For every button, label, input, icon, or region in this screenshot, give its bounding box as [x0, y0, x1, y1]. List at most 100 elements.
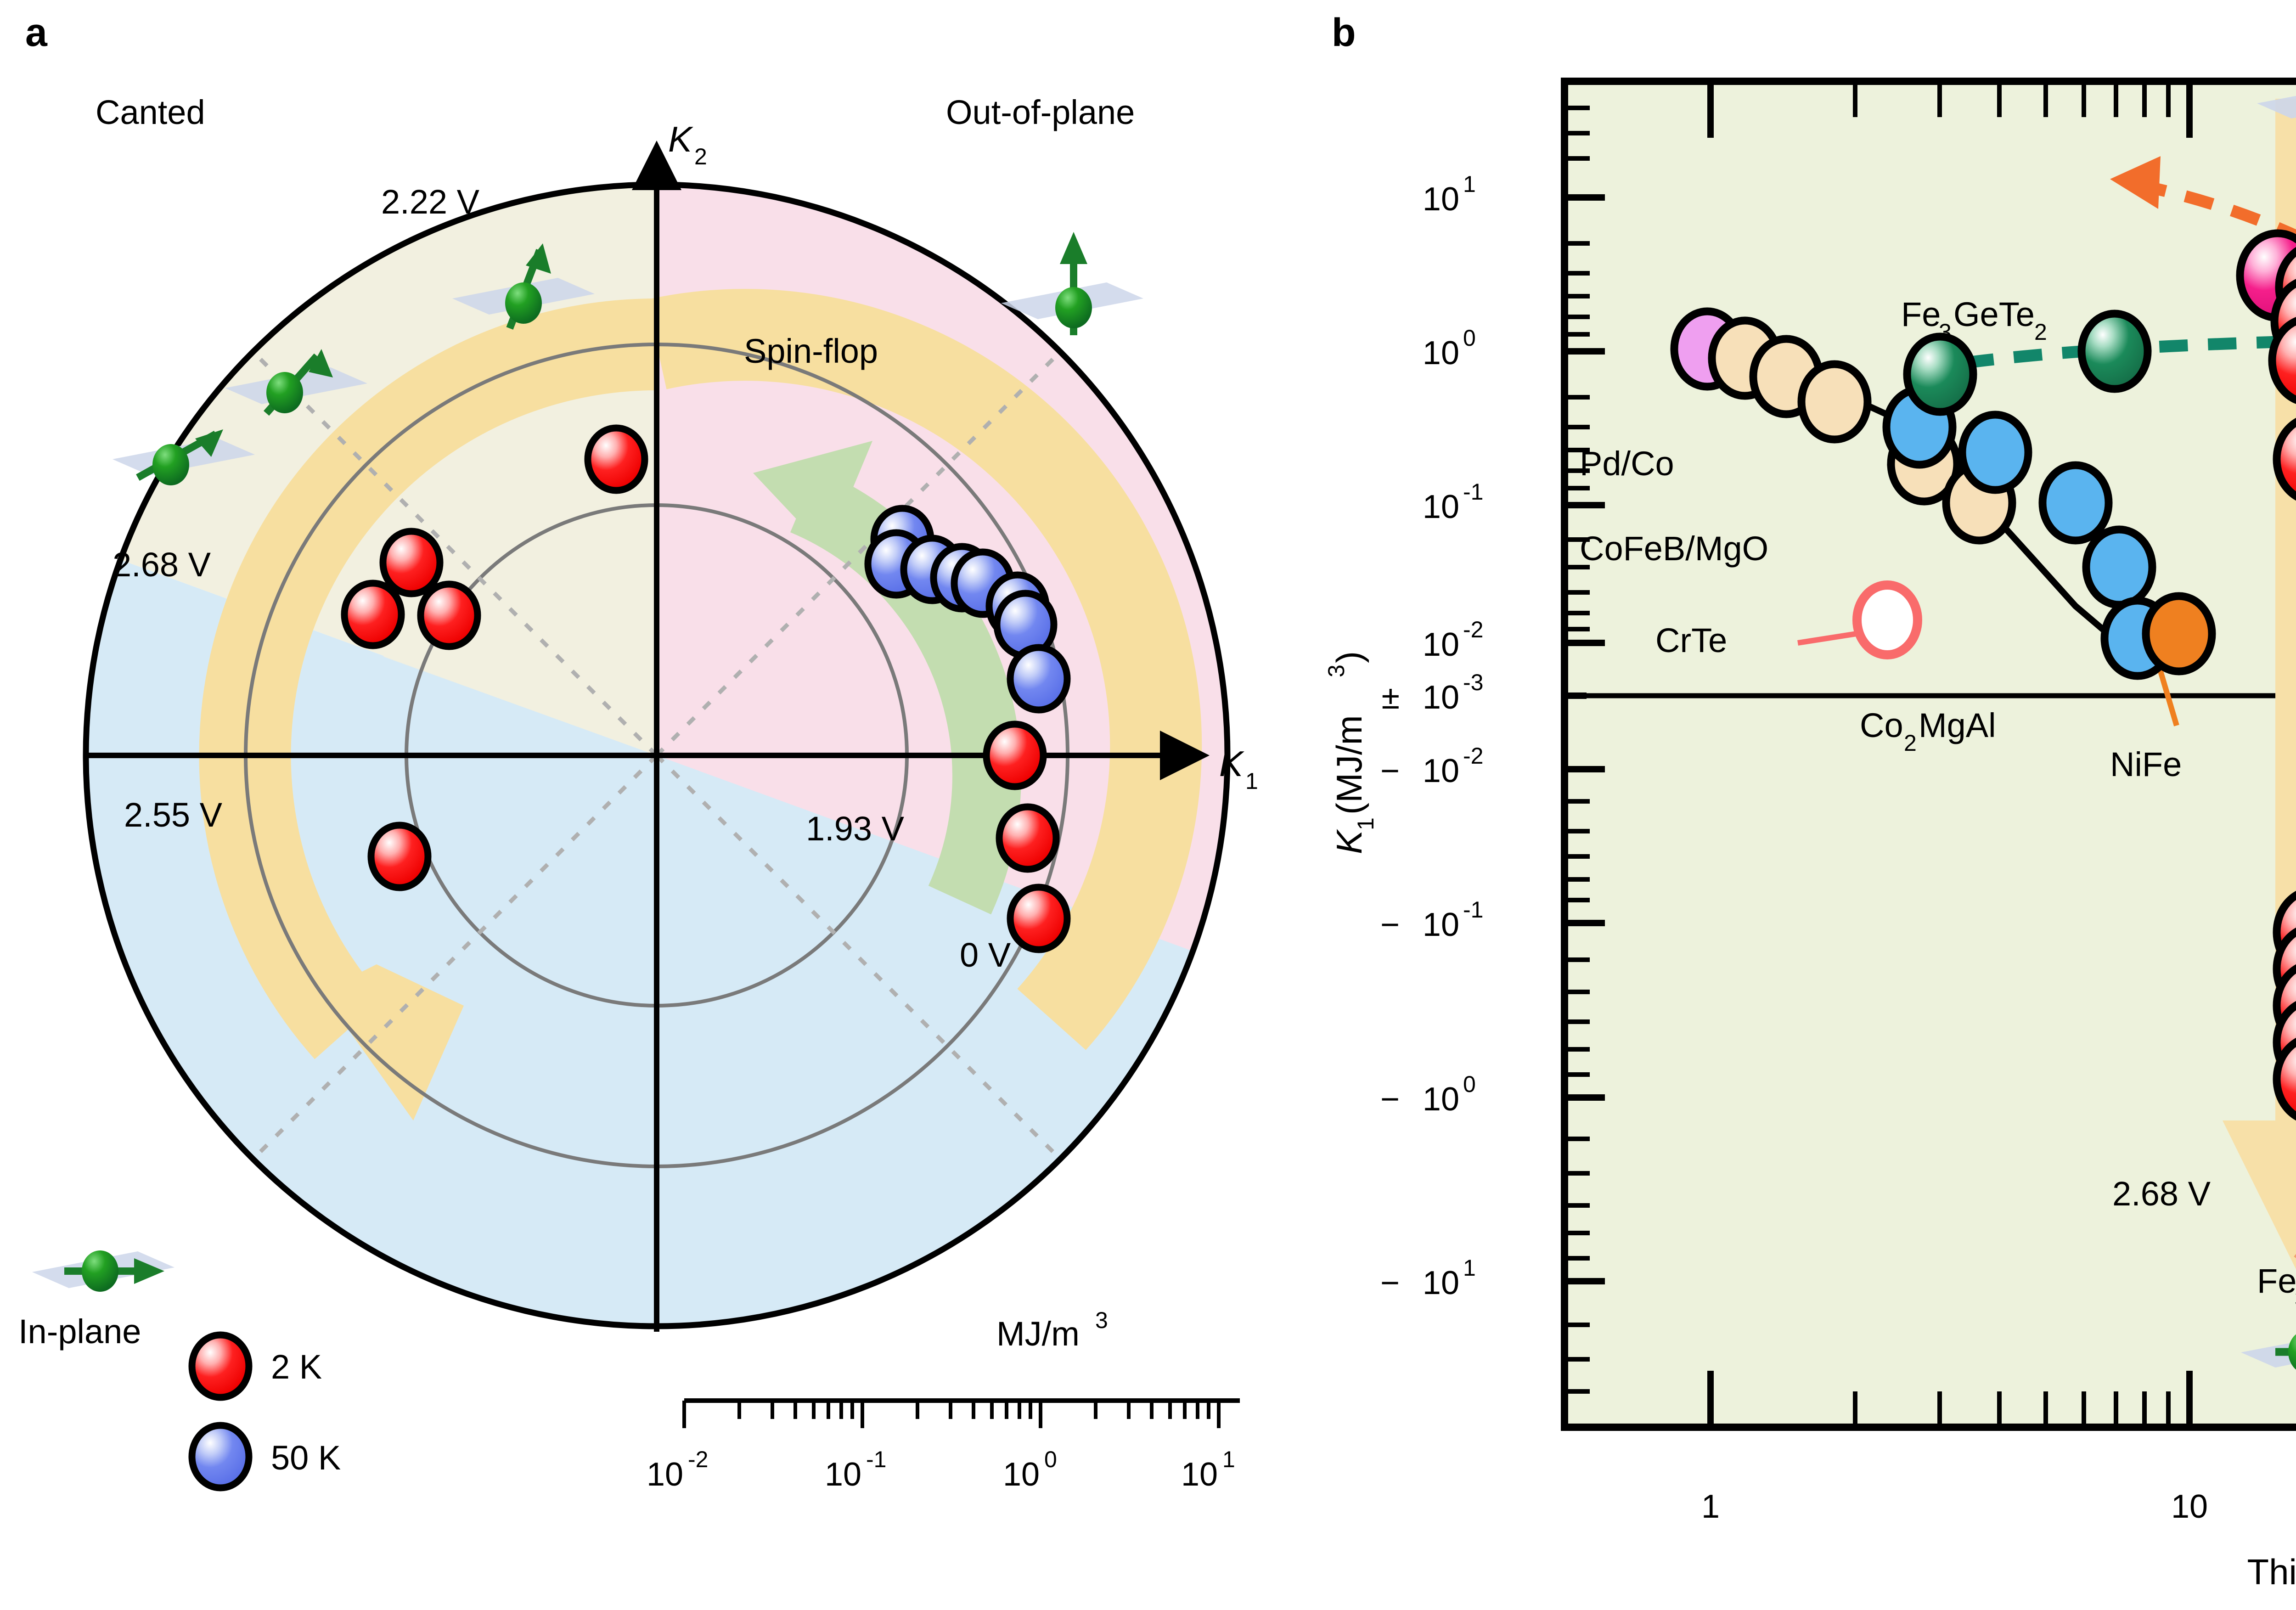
label-nife: NiFe — [2110, 745, 2182, 783]
marker-fe3gete2 — [2077, 310, 2152, 393]
scalebar-unit: MJ/m — [996, 1315, 1080, 1353]
panel-a: a — [18, 11, 1258, 1493]
data-point-2k — [379, 528, 444, 597]
label-pd-co: Pd/Co — [1580, 445, 1674, 483]
y-tick-prefix: − — [1380, 753, 1400, 789]
label-co2mgal: Co 2 MgAl — [1860, 706, 1996, 756]
x-tick-10: 10 — [2171, 1488, 2208, 1525]
k1-axis-label: K — [1219, 743, 1244, 784]
y-ticklabel-neg10e1: − 10 1 — [1380, 1255, 1476, 1301]
marker-co2mgal — [1958, 411, 2032, 494]
label-fe3gete2-sub3: 3 — [1939, 319, 1952, 345]
legend-label-2k: 2 K — [271, 1348, 322, 1386]
y-tick-mantissa: 10 — [1423, 335, 1459, 372]
y-ticklabel-10e-2: 10 -2 — [1423, 617, 1484, 663]
y-tick-prefix: ± — [1381, 679, 1400, 716]
y-ticklabel-neg10e-1: − 10 -1 — [1380, 897, 1484, 943]
legend-marker-50k — [188, 1422, 253, 1492]
label-268v-b: 2.68 V — [2112, 1175, 2211, 1213]
marker-fe5gete2-2k — [2273, 417, 2296, 501]
y-tick-mantissa: 10 — [1423, 906, 1459, 943]
temperature-arc-arrowhead — [753, 441, 872, 551]
sector-divider-315 — [655, 754, 1063, 1161]
data-point-2k — [417, 580, 481, 650]
k1-axis-label-sub: 1 — [1245, 768, 1258, 794]
scalebar-tick-2: 10 — [825, 1456, 861, 1493]
region-label-in-plane: In-plane — [18, 1312, 141, 1351]
marker-crte — [1852, 580, 1922, 659]
y-axis-title-unit: (MJ/m — [1329, 715, 1369, 815]
panel-b: b — [1323, 11, 2296, 1592]
y-tick-exponent: 1 — [1463, 1255, 1476, 1281]
svg-text:Co: Co — [1860, 706, 1903, 744]
marker-co2mgal — [2038, 461, 2113, 545]
x-axis-ticks — [1707, 81, 2193, 1427]
y-axis-title-sub: 1 — [1353, 817, 1379, 830]
voltage-sweep-arrowhead — [321, 964, 464, 1120]
y-tick-mantissa: 10 — [1423, 679, 1459, 716]
sector-canted-inner — [383, 465, 657, 755]
scalebar-ticklabels: 10 -2 10 -1 10 0 10 1 — [647, 1447, 1235, 1493]
region-label-canted: Canted — [96, 93, 205, 131]
y-tick-exponent: 0 — [1463, 1071, 1476, 1097]
spin-icon-in-plane-b — [2241, 1334, 2296, 1370]
y-tick-exponent: -1 — [1463, 479, 1483, 505]
spin-icon-in-plane — [32, 1250, 174, 1292]
panel-b-markers — [1670, 229, 2296, 1121]
svg-text:Fe: Fe — [2257, 1262, 2296, 1300]
legend-label-50k: 50 K — [271, 1439, 341, 1477]
y-tick-mantissa: 10 — [1423, 1081, 1459, 1118]
y-tick-prefix: − — [1380, 906, 1400, 943]
y-axis-title: K 1 (MJ/m 3 ) — [1323, 651, 1379, 854]
scalebar-tick-3-exp: 0 — [1044, 1447, 1057, 1472]
x-axis-ticklabels: 1 10 100 bulk — [1701, 1488, 2208, 1525]
panel-a-50k-markers — [864, 505, 1071, 714]
scalebar-unit-exponent: 3 — [1095, 1307, 1108, 1333]
y-tick-mantissa: 10 — [1423, 1265, 1459, 1301]
y-axis-title-k: K — [1329, 829, 1369, 854]
y-axis-ticklabels: 10 1 10 0 10 -1 10 -2 ± 10 -3 − 10 — [1380, 171, 1484, 1301]
marker-co2mgal — [2082, 525, 2156, 609]
y-ticklabel-10e-1: 10 -1 — [1423, 479, 1484, 525]
sector-divider-45 — [655, 349, 1063, 757]
scalebar-tick-3: 10 — [1003, 1456, 1040, 1493]
plot-frame — [1561, 78, 2296, 1431]
marker-nife — [2142, 592, 2216, 676]
region-label-spin-flop: Spin-flop — [744, 332, 878, 370]
y-axis-title-unit-close: ) — [1329, 651, 1369, 663]
region-label-out-of-plane: Out-of-plane — [946, 93, 1135, 131]
scalebar-tick-1: 10 — [647, 1456, 683, 1493]
marker-fe5gete2-2k-neg — [2273, 1037, 2296, 1121]
label-co2mgal-rest: MgAl — [1919, 706, 1996, 744]
data-point-2k — [341, 580, 405, 649]
label-fe3gete2: Fe 3 GeTe 2 — [1901, 295, 2047, 345]
marker-cofeb-mgo — [1797, 360, 1872, 444]
panel-a-2k-markers — [341, 424, 1071, 953]
data-point-50k — [1007, 644, 1071, 714]
panel-b-letter: b — [1332, 11, 1356, 55]
svg-text:Fe: Fe — [1901, 295, 1941, 333]
data-point-2k — [1007, 884, 1071, 953]
voltage-label-268: 2.68 V — [113, 546, 211, 584]
label-fe3gete2-sub2: 2 — [2034, 319, 2047, 345]
spin-icon-out-of-plane-b — [2257, 96, 2296, 118]
label-cofeb-mgo: CoFeB/MgO — [1580, 529, 1768, 568]
y-tick-mantissa: 10 — [1423, 181, 1459, 218]
legend-marker-2k — [188, 1331, 253, 1401]
label-fe3o4: Fe 3 O 4 — [2257, 1262, 2296, 1312]
y-tick-exponent: -1 — [1463, 897, 1483, 923]
y-ticklabel-pm10e-3: ± 10 -3 — [1381, 670, 1483, 716]
scalebar-tick-1-exp: -2 — [688, 1447, 708, 1472]
y-axis-title-unit-exp: 3 — [1323, 664, 1349, 677]
spin-icon-canted-3 — [452, 243, 595, 330]
scalebar-tick-4: 10 — [1181, 1456, 1218, 1493]
voltage-label-0v: 0 V — [960, 936, 1011, 974]
voltage-sweep-band — [647, 289, 1202, 1050]
y-tick-mantissa: 10 — [1423, 753, 1459, 789]
y-tick-exponent: -2 — [1463, 617, 1483, 642]
trend-arrow-head — [2110, 156, 2161, 209]
data-point-2k — [983, 721, 1047, 790]
scalebar-tick-4-exp: 1 — [1222, 1447, 1235, 1472]
y-ticklabel-neg10e0: − 10 0 — [1380, 1071, 1476, 1118]
y-tick-prefix: − — [1380, 1081, 1400, 1118]
